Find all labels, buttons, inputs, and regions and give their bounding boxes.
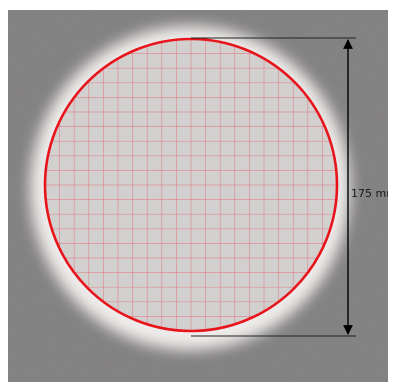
dimension-label: 175 mm (351, 187, 397, 200)
measurement-circle (43, 37, 339, 333)
photo-frame: 175 mm (8, 10, 397, 382)
grid-lines (45, 39, 337, 331)
